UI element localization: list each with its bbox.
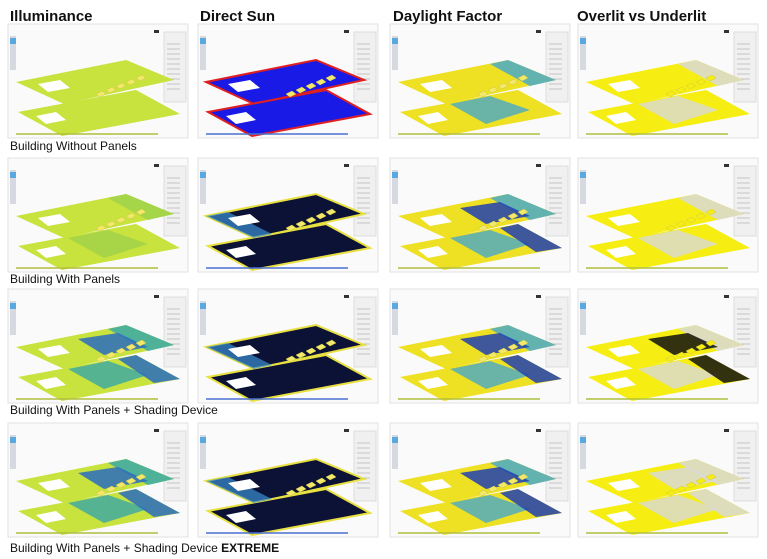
tool-button (200, 303, 206, 309)
tool-button (580, 437, 586, 443)
screenshot-tile (578, 158, 758, 272)
screenshot-tile (390, 423, 570, 537)
screenshot-tile (8, 289, 188, 403)
tool-button (580, 172, 586, 178)
legend-chip (724, 429, 729, 432)
tool-button (580, 38, 586, 44)
row-label: Building Without Panels (10, 139, 137, 153)
side-panel (164, 32, 186, 102)
legend-chip (724, 295, 729, 298)
column-header: Daylight Factor (393, 8, 502, 25)
tool-button (10, 437, 16, 443)
legend-chip (536, 429, 541, 432)
side-panel (734, 166, 756, 236)
legend-chip (154, 429, 159, 432)
screenshot-tile (390, 24, 570, 138)
row-label-emphasis: EXTREME (221, 541, 279, 555)
screenshot-tile (390, 158, 570, 272)
tool-button (10, 38, 16, 44)
legend-chip (154, 30, 159, 33)
legend-chip (344, 30, 349, 33)
tool-button (392, 303, 398, 309)
tool-button (200, 437, 206, 443)
side-panel (546, 166, 568, 236)
column-header: Overlit vs Underlit (577, 8, 706, 25)
tool-button (580, 303, 586, 309)
tool-button (200, 38, 206, 44)
side-panel (354, 297, 376, 367)
screenshot-tile (198, 423, 378, 537)
screenshot-tile (8, 158, 188, 272)
column-header: Direct Sun (200, 8, 275, 25)
row-label: Building With Panels (10, 272, 120, 286)
side-panel (164, 166, 186, 236)
tool-button (392, 172, 398, 178)
legend-chip (344, 295, 349, 298)
legend-chip (536, 30, 541, 33)
screenshot-tile (8, 24, 188, 138)
side-panel (164, 297, 186, 367)
row-label-text: Building With Panels + Shading Device (10, 541, 218, 555)
side-panel (546, 431, 568, 501)
screenshot-tile (390, 289, 570, 403)
side-panel (354, 166, 376, 236)
row-label: Building With Panels + Shading Device (10, 403, 218, 417)
legend-chip (154, 295, 159, 298)
screenshot-tile (8, 423, 188, 537)
side-panel (546, 297, 568, 367)
figure-grid: Illuminance Direct Sun Daylight Factor O… (0, 0, 767, 559)
screenshot-tile (578, 289, 758, 403)
legend-chip (536, 164, 541, 167)
tool-button (10, 303, 16, 309)
side-panel (734, 431, 756, 501)
legend-chip (344, 429, 349, 432)
screenshot-tile (578, 423, 758, 537)
tool-button (10, 172, 16, 178)
tool-button (392, 437, 398, 443)
legend-chip (154, 164, 159, 167)
column-header: Illuminance (10, 8, 93, 25)
screenshot-tile (198, 158, 378, 272)
screenshot-tile (578, 24, 758, 138)
legend-chip (344, 164, 349, 167)
side-panel (734, 32, 756, 102)
side-panel (734, 297, 756, 367)
screenshot-tile (198, 24, 378, 138)
legend-chip (724, 30, 729, 33)
legend-chip (536, 295, 541, 298)
legend-chip (724, 164, 729, 167)
side-panel (354, 32, 376, 102)
row-label: Building With Panels + Shading Device EX… (10, 541, 279, 555)
side-panel (354, 431, 376, 501)
side-panel (546, 32, 568, 102)
side-panel (164, 431, 186, 501)
tool-button (392, 38, 398, 44)
tool-button (200, 172, 206, 178)
screenshot-tile (198, 289, 378, 403)
